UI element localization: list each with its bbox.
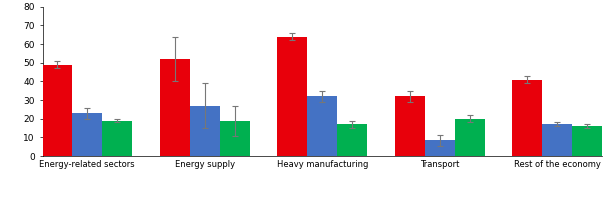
Bar	[542, 124, 572, 156]
Bar	[43, 65, 72, 156]
Bar	[513, 80, 542, 156]
Bar	[277, 37, 307, 156]
Bar	[219, 121, 250, 156]
Bar	[337, 124, 367, 156]
Bar	[307, 96, 337, 156]
Bar	[395, 96, 425, 156]
Bar	[425, 140, 455, 156]
Bar	[190, 106, 219, 156]
Bar	[455, 119, 485, 156]
Bar	[160, 59, 190, 156]
Bar	[572, 126, 602, 156]
Bar	[72, 113, 102, 156]
Bar	[102, 121, 132, 156]
